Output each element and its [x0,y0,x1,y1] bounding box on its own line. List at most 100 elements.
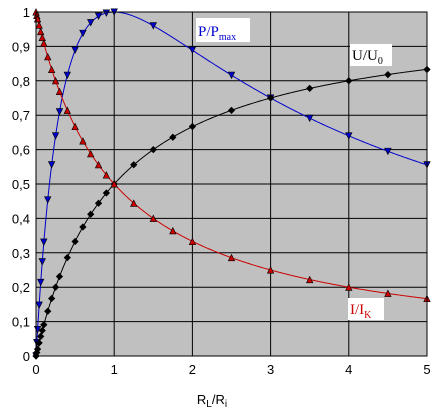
i-label-sub: K [364,310,372,321]
i-series-point [44,52,52,61]
u-series-point [48,294,56,303]
i-series-point [51,76,60,85]
i-series-point [47,65,56,73]
i-series-point [38,33,46,41]
u-series-point [188,122,197,131]
i-series-point [149,214,157,222]
i-series-point [130,199,138,207]
x-tick-label: 1 [111,362,118,377]
y-tick-label: 1 [23,5,30,20]
i-series-point [110,180,118,188]
y-tick-label: 0,9 [12,39,30,54]
i-series-point [102,171,111,179]
i-series-point [63,106,71,114]
x-tick-label: 3 [267,362,274,377]
p-series-point [384,147,392,156]
u-series-point [149,145,157,154]
p-series-point [55,108,64,116]
y-tick-label: 0,7 [12,108,30,123]
i-series-point [188,237,197,245]
i-series-point [306,275,314,284]
p-series-point [47,161,56,169]
x-tick-label: 4 [345,362,352,377]
x-tick-label: 5 [423,362,430,377]
i-series-point [35,21,43,29]
i-label-main: I/I [350,302,364,318]
p-series-point [345,132,353,140]
u-series-point [63,253,71,262]
x-tick-label: 0 [32,362,39,377]
p-series-point [79,29,87,38]
u-series-point [94,199,103,207]
u-series-point [345,77,353,85]
u-series-line [35,68,428,357]
plot-border [35,11,428,357]
p-series-line [35,11,428,357]
u-series-point [37,332,45,341]
i-series-point [384,289,392,297]
u-series-point [40,321,48,329]
i-series-point [266,266,275,274]
x-axis-label: RL/Ri [197,392,227,410]
svg-text:U/U0: U/U0 [352,48,383,67]
u-series-point [38,326,46,335]
u-series-point [130,161,138,169]
u-series-point [44,307,52,315]
i-series-label: I/IK [348,298,384,321]
i-series-point [79,137,87,145]
i-series-point [71,122,79,131]
i-label-background [348,298,384,320]
p-series-point [38,258,46,266]
i-series-point [227,253,236,262]
y-tick-label: 0,6 [12,143,30,158]
y-tick-label: 0,3 [12,246,30,261]
p-series-point [44,196,52,204]
p-series-point [102,9,111,17]
p-series-point [51,132,60,140]
i-series-point [40,39,48,47]
u-series-point [306,84,314,92]
p-series-point [306,114,314,123]
i-series-point [87,149,95,158]
y-tick-label: 0,8 [12,74,30,89]
p-series-point [188,46,197,55]
p-series-point [71,46,79,55]
p-series-point [37,278,45,287]
y-tick-label: 0,5 [12,177,30,192]
p-series-point [227,71,236,80]
p-series-point [87,19,95,27]
u-series [32,65,431,360]
u-label-sub: 0 [378,56,383,67]
svg-text:P/Pmax: P/Pmax [198,24,236,43]
p-label-background [196,18,250,42]
u-label-main: U/U [352,48,378,64]
i-series-line [35,11,428,300]
i-series-point [37,27,45,36]
u-series-point [87,210,95,218]
i-series-point [55,87,64,95]
u-series-label: U/U0 [350,44,392,67]
u-series-point [227,106,236,115]
i-series-point [94,160,103,169]
p-label-main: P/P [198,24,219,40]
p-series-point [94,12,103,20]
u-series-point [35,339,43,347]
y-tick-label: 0,1 [12,315,30,330]
u-series-point [384,70,392,79]
y-tick-label: 0 [23,349,30,364]
u-series-point [71,237,79,246]
y-tick-label: 0,4 [12,211,30,226]
p-series-point [149,22,157,30]
i-series-point [345,283,353,291]
p-series-label: P/Pmax [196,18,250,43]
u-series-point [55,272,64,281]
p-label-sub: max [219,32,236,43]
y-tick-label: 0,2 [12,280,30,295]
x-tick-label: 2 [189,362,196,377]
u-series-point [79,223,87,231]
p-series-point [35,301,43,309]
u-series-point [266,94,275,102]
p-series-point [40,238,48,247]
i-series-point [169,226,177,235]
